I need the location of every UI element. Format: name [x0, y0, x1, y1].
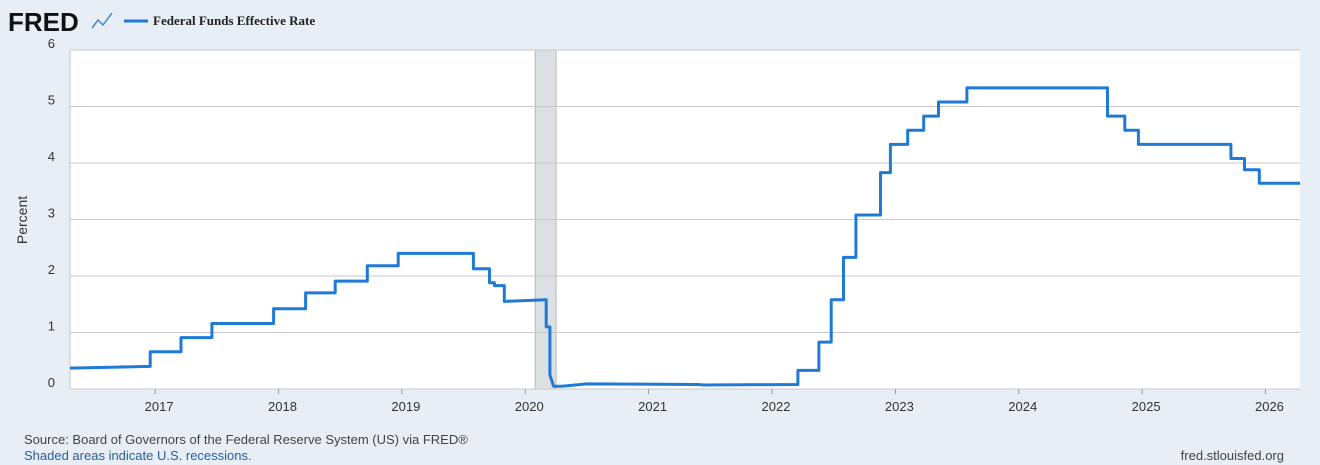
legend-label: Federal Funds Effective Rate — [153, 13, 315, 28]
x-tick-label: 2024 — [1008, 399, 1037, 414]
logo[interactable]: FRED — [8, 7, 79, 37]
source: Source: Board of Governors of the Federa… — [24, 432, 468, 447]
x-tick-label: 2021 — [638, 399, 667, 414]
x-tick-label: 2026 — [1255, 399, 1284, 414]
y-tick-label: 4 — [48, 149, 55, 164]
y-tick-label: 3 — [48, 206, 55, 221]
y-axis-label: Percent — [14, 196, 30, 244]
x-tick-label: 2020 — [515, 399, 544, 414]
y-tick-label: 0 — [48, 375, 55, 390]
y-tick-label: 1 — [48, 319, 55, 334]
site-url[interactable]: fred.stlouisfed.org — [1181, 448, 1284, 463]
y-tick-label: 2 — [48, 262, 55, 277]
x-tick-label: 2017 — [145, 399, 174, 414]
y-tick-label: 5 — [48, 93, 55, 108]
logo-icon — [91, 12, 113, 29]
x-tick-label: 2025 — [1132, 399, 1161, 414]
y-tick-label: 6 — [48, 36, 55, 51]
series-line — [69, 86, 1300, 388]
x-tick-label: 2018 — [268, 399, 297, 414]
x-tick-label: 2019 — [391, 399, 420, 414]
x-tick-label: 2023 — [885, 399, 914, 414]
x-tick-label: 2022 — [762, 399, 791, 414]
recession-note[interactable]: Shaded areas indicate U.S. recessions. — [24, 448, 252, 463]
